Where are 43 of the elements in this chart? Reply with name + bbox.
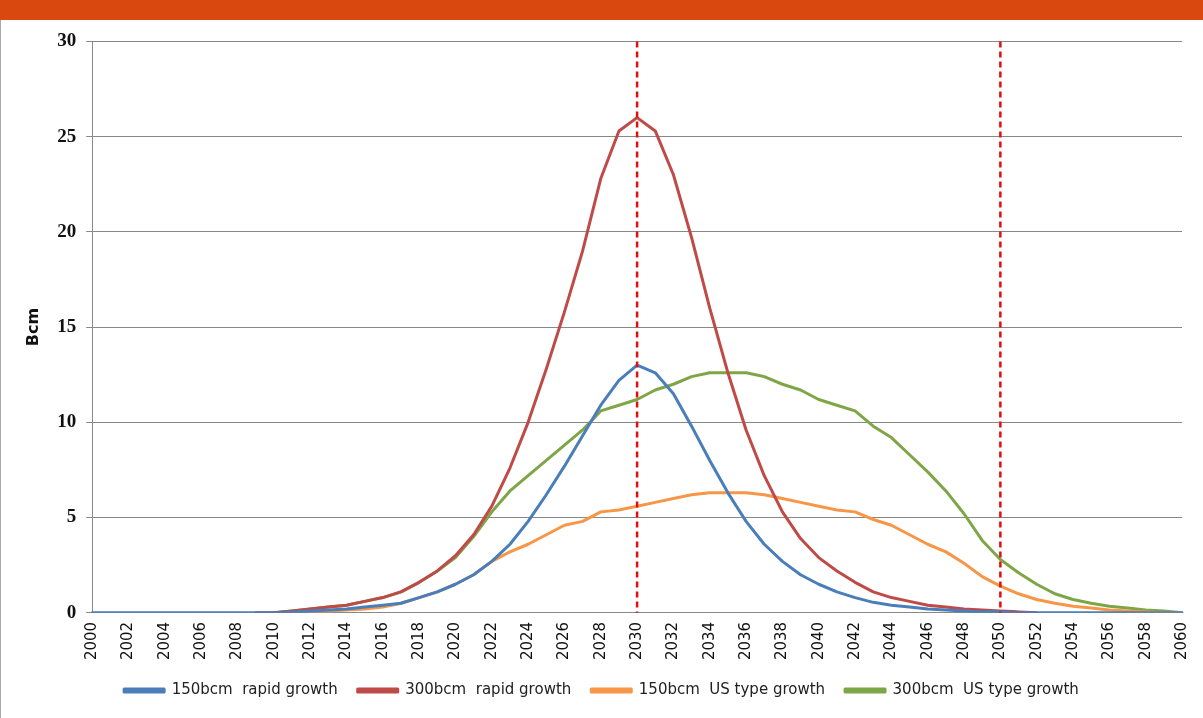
- y-axis-title: Bcm: [22, 307, 42, 347]
- x-tick-label: 2048: [953, 621, 972, 661]
- y-tick-label: 25: [57, 124, 77, 146]
- x-tick-label: 2044: [881, 621, 900, 661]
- x-tick-label: 2018: [409, 621, 428, 661]
- legend-label: 300bcm rapid growth: [405, 680, 572, 699]
- x-tick-label: 2024: [518, 621, 537, 661]
- x-tick-label: 2060: [1171, 621, 1190, 661]
- x-tick-label: 2034: [699, 621, 718, 661]
- y-tick-label: 20: [57, 219, 77, 241]
- x-tick-label: 2020: [445, 621, 464, 661]
- y-tick-label: 10: [57, 410, 77, 432]
- x-tick-label: 2058: [1135, 621, 1154, 661]
- x-tick-label: 2016: [372, 621, 391, 661]
- x-tick-label: 2040: [808, 621, 827, 661]
- y-tick-label: 0: [66, 600, 77, 622]
- x-tick-label: 2050: [990, 621, 1009, 661]
- x-tick-label: 2014: [336, 621, 355, 661]
- x-tick-label: 2000: [82, 621, 101, 661]
- y-tick-label: 30: [57, 29, 77, 51]
- x-tick-label: 2056: [1099, 621, 1118, 661]
- y-tick-label: 5: [66, 505, 77, 527]
- x-tick-label: 2030: [626, 621, 645, 661]
- legend-label: 150bcm US type growth: [638, 680, 826, 699]
- x-tick-label: 2004: [154, 621, 173, 661]
- x-tick-label: 2042: [844, 621, 863, 661]
- x-tick-label: 2054: [1062, 621, 1081, 661]
- x-tick-label: 2038: [772, 621, 791, 661]
- x-tick-label: 2036: [735, 621, 754, 661]
- legend-label: 300bcm US type growth: [892, 680, 1079, 699]
- legend-label: 150bcm rapid growth: [171, 680, 338, 699]
- y-tick-label: 15: [57, 315, 77, 337]
- x-tick-label: 2022: [481, 621, 500, 661]
- x-tick-label: 2002: [118, 621, 137, 661]
- x-tick-label: 2046: [917, 621, 936, 661]
- x-tick-label: 2012: [300, 621, 319, 661]
- x-tick-label: 2006: [191, 621, 210, 661]
- x-tick-label: 2028: [590, 621, 609, 661]
- x-tick-label: 2010: [263, 621, 282, 661]
- x-tick-label: 2008: [227, 621, 246, 661]
- x-tick-label: 2032: [663, 621, 682, 661]
- x-tick-label: 2052: [1026, 621, 1045, 661]
- x-tick-label: 2026: [554, 621, 573, 661]
